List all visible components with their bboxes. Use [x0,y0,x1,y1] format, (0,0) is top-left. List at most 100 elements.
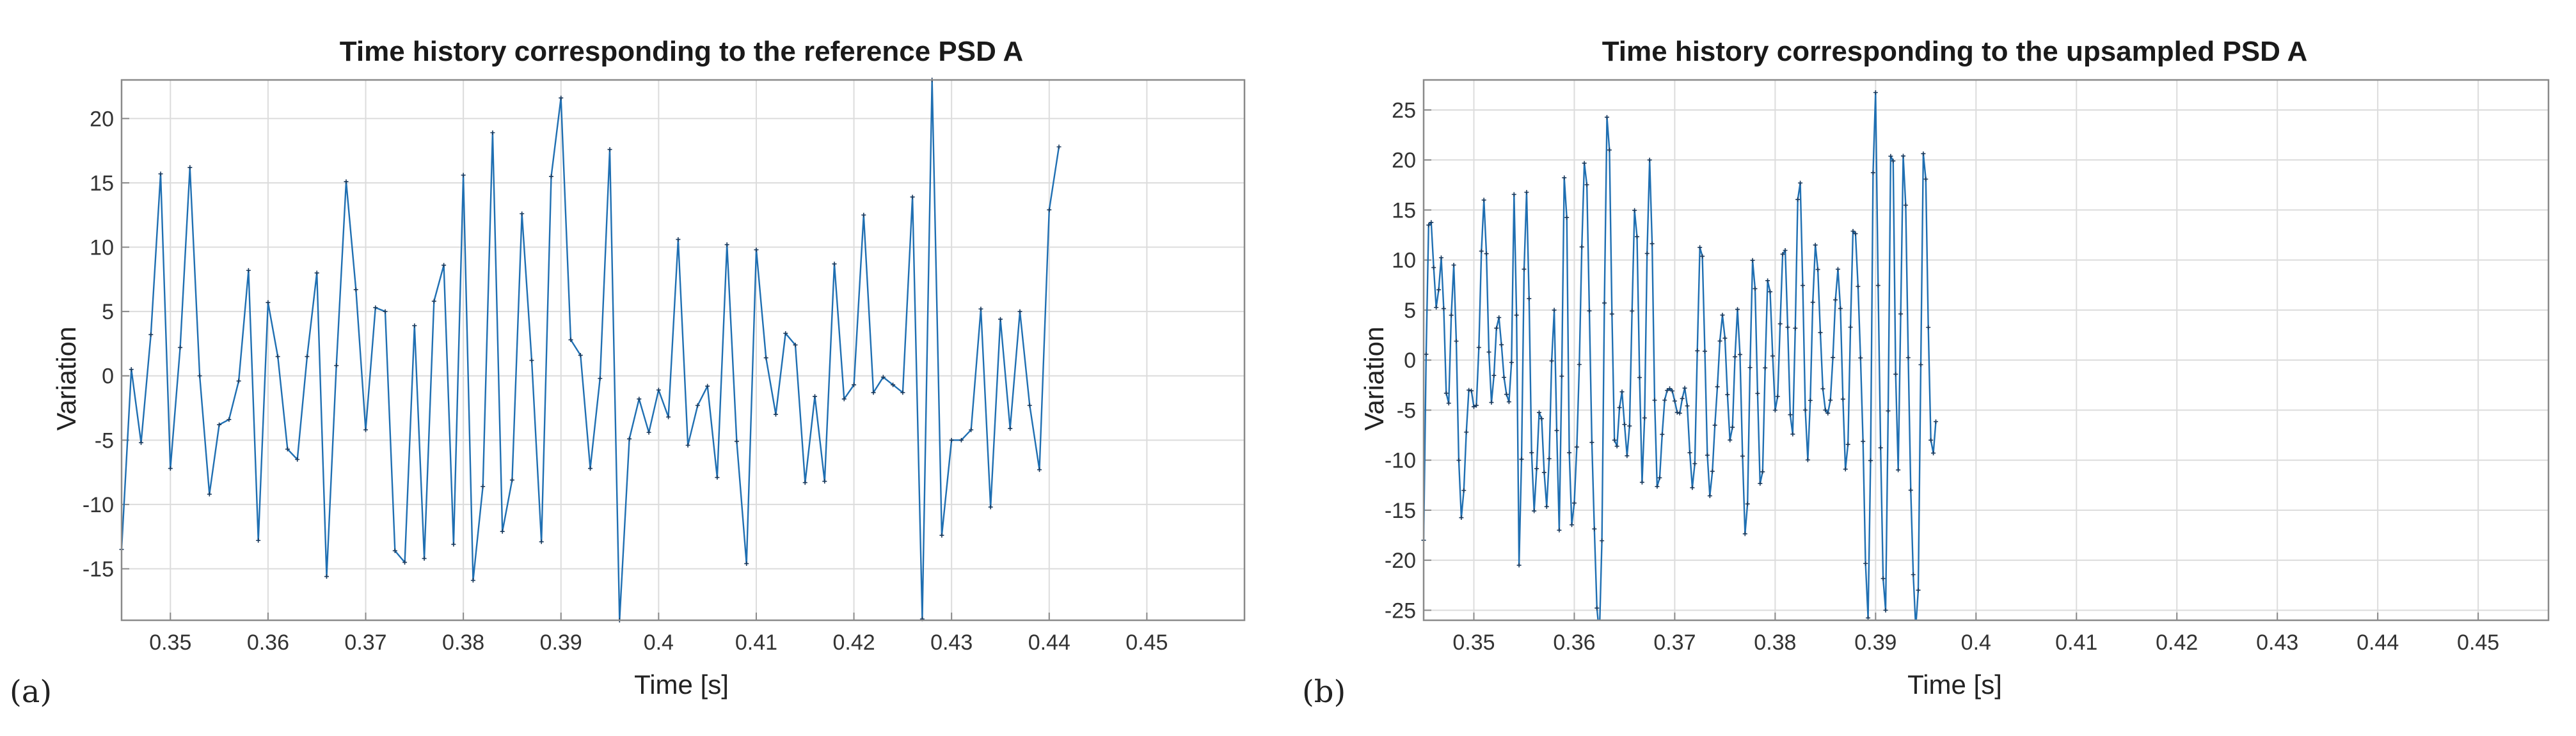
data-point [695,403,700,408]
data-point [1667,386,1673,391]
data-point [1863,561,1868,566]
data-point [1765,278,1770,283]
chart-title: Time history corresponding to the upsamp… [1602,36,2308,67]
data-point [129,367,134,372]
data-point [1775,394,1780,399]
data-point [1582,161,1587,166]
data-point [1564,215,1570,220]
x-tick-label: 0.39 [540,630,582,655]
data-point [1552,308,1557,313]
y-tick-label: -15 [83,558,114,582]
data-point [1823,407,1828,412]
data-point [1652,398,1657,403]
data-point [392,548,397,553]
data-point [1707,493,1712,498]
data-point [1562,175,1567,180]
data-point [734,439,739,444]
data-point [627,436,632,441]
data-point [578,353,583,358]
data-point [1760,469,1765,474]
data-point [1870,170,1875,175]
data-point [1662,398,1667,403]
data-point [1831,355,1836,360]
data-point [1737,352,1742,357]
axes-frame [120,79,1246,622]
data-point [412,323,417,328]
x-axis-label: Time [s] [1907,669,2002,700]
data-point [1627,423,1632,428]
data-point [1037,467,1042,473]
y-tick-label: 5 [1404,299,1416,323]
data-point [451,542,456,547]
data-point [1715,384,1720,389]
plot-area [1424,80,2548,620]
data-point [1820,386,1825,391]
data-point [841,396,847,402]
data-point [1712,423,1717,428]
panel-label: (b) [1302,674,1346,710]
x-tick-label: 0.41 [735,630,777,655]
data-point [431,299,436,304]
data-point [1665,388,1670,393]
data-point [1733,354,1738,359]
data-point [1617,405,1622,410]
chart-title: Time history corresponding to the refere… [340,36,1023,67]
data-point [1780,251,1785,256]
data-point [1476,345,1481,350]
data-point [1650,241,1655,246]
data-point [1047,207,1052,212]
data-point [1934,419,1939,424]
data-point [1725,392,1730,397]
data-point [1602,301,1607,306]
data-point [1828,398,1833,403]
x-tick-label: 0.37 [344,630,386,655]
y-tick-label: -5 [1397,398,1416,423]
data-point [207,492,212,497]
data-point [1497,315,1502,320]
data-point [285,446,290,451]
data-point [763,356,768,361]
data-point [880,375,886,380]
data-point [1008,426,1013,431]
data-point [1660,432,1665,437]
data-point [1486,350,1491,355]
data-point [891,382,896,388]
data-point [1454,338,1459,343]
chart-panel-b: Time history corresponding to the upsamp… [1302,36,2550,710]
data-point [1438,255,1443,260]
data-point [1728,437,1733,442]
data-point [724,242,729,247]
data-point [1554,428,1559,433]
data-point [910,194,915,200]
data-point [1866,615,1871,620]
data-point [1524,190,1529,195]
data-point [1861,439,1866,444]
y-tick-label: 10 [90,236,114,260]
data-point [1529,450,1534,455]
data-point [1697,245,1703,250]
data-point [939,533,944,538]
data-point [822,479,827,484]
data-point [978,306,983,311]
data-point [1810,300,1815,305]
data-point [529,358,534,363]
data-point [1880,576,1886,581]
data-point [1891,159,1896,164]
data-point [1700,254,1705,259]
data-point [705,384,710,389]
data-point [1600,538,1605,544]
data-point [481,484,486,489]
data-point [1840,396,1845,402]
data-point [1669,388,1674,393]
data-point [1456,458,1461,463]
data-point [1848,325,1853,330]
data-point [1777,321,1783,326]
data-point [1571,501,1577,506]
x-tick-label: 0.41 [2055,630,2097,655]
data-point [1546,456,1552,461]
data-point [1790,432,1795,437]
data-point [1584,182,1589,187]
data-point [334,363,339,368]
data-point [861,212,866,217]
data-point [1504,392,1509,397]
